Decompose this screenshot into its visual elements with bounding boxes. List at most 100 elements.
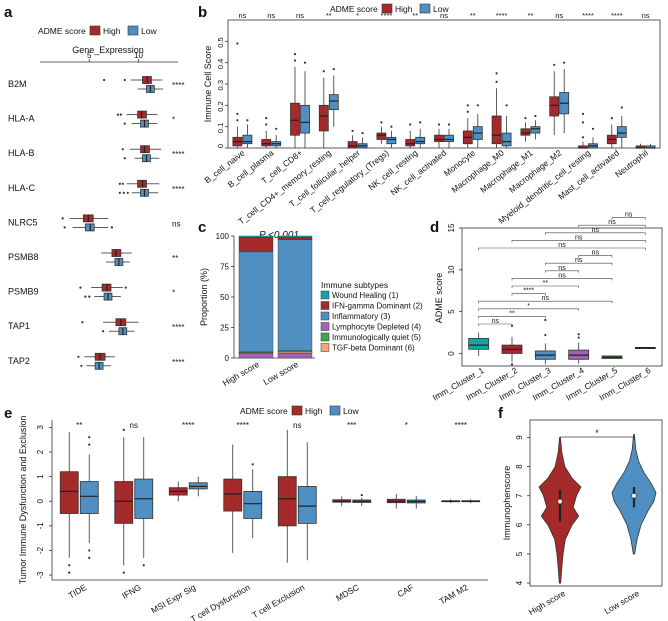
gene-low-outlier (84, 295, 87, 298)
signif-label: **** (182, 421, 194, 430)
cell-high-box (434, 134, 444, 142)
comparison-bracket (611, 217, 646, 220)
cell-high-box (491, 115, 502, 145)
x-tick-label: T cell Dysfunction (189, 582, 252, 621)
signif-label: ns (130, 421, 138, 430)
signif-label: * (172, 116, 175, 125)
legend-label: Wound Healing (1) (332, 291, 399, 300)
cluster-box-outlier (544, 318, 547, 322)
panel-letter-c: c (198, 219, 206, 236)
cell-high-outlier (495, 72, 498, 75)
comparison-bracket (511, 278, 613, 281)
legend-title: ADME score (38, 26, 86, 36)
comparison-label: ns (542, 295, 550, 302)
y-tick-label: 0.1 (216, 123, 225, 133)
signif-label: * (172, 289, 175, 298)
y-tick-label: 0 (225, 354, 230, 363)
gene-high-outlier (61, 217, 64, 220)
y-tick-label: -2 (36, 546, 45, 554)
stacked-bar-segment (238, 352, 274, 359)
cell-high-outlier (293, 53, 297, 56)
y-axis-label: Immunophenscore (502, 466, 512, 541)
gene-low-outlier (123, 122, 126, 125)
cell-high-box (261, 139, 272, 147)
comparison-bracket (511, 240, 646, 243)
cell-high-outlier (265, 123, 268, 126)
gene-high-outlier (121, 148, 124, 151)
y-tick-label: 6 (515, 522, 524, 527)
panel-b-immune-cell-score: ADME score High Low 0 0.1 0.2 0.3 0.4 0.5Immune … (202, 3, 661, 226)
y-tick-label: 7 (515, 493, 524, 498)
gene-label: TAP2 (8, 356, 30, 366)
cell-low-outlier (390, 125, 393, 128)
cell-high-box (347, 141, 358, 149)
signif-label: ns (172, 219, 180, 228)
cell-high-outlier (236, 42, 239, 45)
comparison-label: **** (523, 288, 534, 295)
gene-high-outlier (123, 78, 126, 82)
comparison-label: ns (558, 272, 566, 279)
y-tick-label: 5 (447, 309, 456, 314)
tide-low-box (79, 481, 99, 514)
legend-label: Inflammatory (3) (332, 312, 391, 321)
violin-median (631, 493, 637, 499)
x-tick-label: Low score (602, 588, 641, 616)
gene-label: HLA-C (8, 183, 36, 193)
gene-high-outlier (77, 355, 80, 358)
plot-frame (529, 419, 663, 587)
signif-label: **** (381, 11, 393, 20)
x-tick-label: TAM M2 (437, 582, 469, 607)
y-tick-label: 25 (220, 324, 229, 333)
y-axis-label: Immune Cell Score (203, 46, 213, 123)
signif-label: * (405, 421, 408, 430)
cell-high-outlier (581, 112, 585, 115)
cell-high-outlier (466, 110, 469, 113)
cell-high-outlier (265, 117, 268, 120)
title: P <0.001 (259, 230, 299, 241)
legend-label: Lymphocyte Depleted (4) (332, 323, 421, 332)
y-tick-label: 10 (447, 265, 456, 274)
cluster-box-outlier (544, 333, 547, 337)
y-tick-label: 0 (36, 498, 45, 503)
y-tick-label: 2 (36, 449, 45, 454)
comparison-label: ns (575, 234, 583, 241)
cell-high-box (376, 132, 387, 140)
y-tick-label: 3 (36, 425, 45, 430)
y-tick-label: 0.3 (216, 80, 225, 90)
x-tick-label: MSI Expr Sig (149, 582, 197, 616)
comparison-bracket (478, 308, 579, 311)
y-tick-label: 15 (447, 223, 456, 232)
legend-swatch-high (381, 3, 393, 14)
comparison-label: ns (492, 318, 500, 325)
legend-swatch (320, 301, 330, 310)
signif-label: ns (267, 11, 275, 20)
panel-letter-a: a (4, 4, 13, 21)
cell-low-outlier (534, 114, 537, 118)
cell-low-box (415, 136, 426, 145)
x-tick-label: IFNG (120, 582, 143, 601)
comparison-label: ns (608, 219, 616, 226)
cell-high-outlier (466, 104, 469, 107)
legend-label-high: High (305, 406, 323, 416)
gene-low-outlier (80, 364, 83, 367)
tide-high-outlier (122, 428, 125, 431)
title: Gene_Expression (72, 45, 144, 55)
legend-label: IFN-gamma Dominant (2) (332, 302, 423, 311)
signif-label: * (356, 11, 359, 20)
tide-low-outlier (360, 493, 363, 497)
stacked-bar-segment (238, 237, 274, 253)
comparison-label: ns (558, 242, 566, 249)
x-tick-label: MDSC (334, 582, 361, 603)
cell-low-box (444, 134, 454, 142)
signif-label: ns (238, 11, 246, 20)
x-tick-label: T cell Exclusion (250, 582, 306, 620)
gene-high-outlier (102, 78, 106, 82)
signif-label: **** (172, 150, 184, 159)
cell-high-outlier (553, 63, 556, 66)
gene-high-outlier (121, 182, 124, 185)
gene-low-outlier (110, 226, 114, 229)
cell-high-outlier (409, 123, 412, 126)
cell-low-box (530, 126, 541, 134)
cell-low-outlier (505, 104, 508, 107)
